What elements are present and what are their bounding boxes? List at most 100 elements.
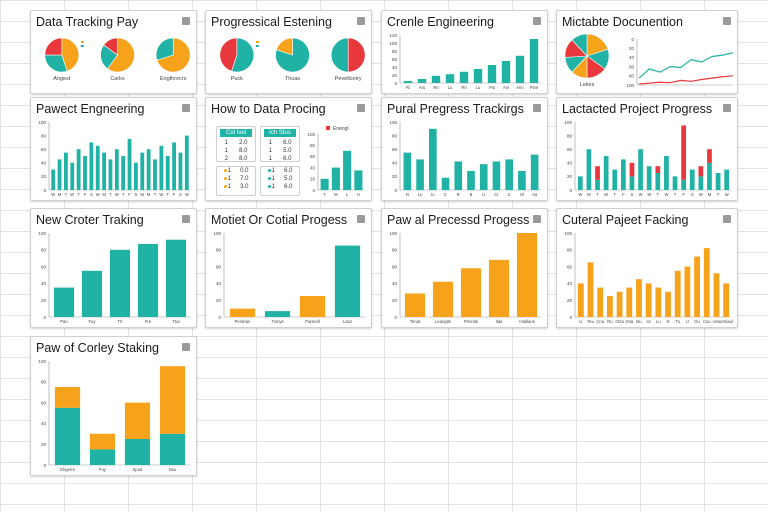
card-menu-icon[interactable]	[182, 343, 190, 351]
c7-bar[interactable]	[530, 154, 539, 190]
c6-bar[interactable]	[354, 170, 363, 190]
c7-bar[interactable]	[518, 170, 526, 190]
c2-slice[interactable]	[347, 37, 366, 73]
c7-bar[interactable]	[429, 128, 437, 190]
c11-bar[interactable]	[432, 281, 454, 317]
c9-bar[interactable]	[165, 239, 187, 317]
c1-slice[interactable]	[156, 37, 191, 73]
card-menu-icon[interactable]	[357, 104, 365, 112]
c11-bar[interactable]	[460, 268, 482, 317]
c1-slice[interactable]	[103, 37, 118, 56]
c9-bar[interactable]	[81, 270, 103, 317]
c5-bar[interactable]	[178, 152, 183, 190]
c1-slice[interactable]	[61, 37, 80, 72]
c9-bar[interactable]	[53, 287, 75, 317]
c1-slice[interactable]	[155, 37, 174, 61]
c5-bar[interactable]	[108, 159, 113, 190]
c5-bar[interactable]	[89, 142, 94, 190]
c5-bar[interactable]	[184, 135, 189, 190]
c5-bar[interactable]	[57, 159, 62, 190]
c5-bar[interactable]	[51, 169, 56, 190]
c5-bar[interactable]	[140, 152, 145, 190]
c8-bar-base[interactable]	[724, 169, 730, 190]
c12-bar[interactable]	[577, 283, 584, 317]
c3-bar[interactable]	[515, 55, 525, 83]
c12-bar[interactable]	[684, 266, 691, 317]
c7-bar[interactable]	[467, 170, 475, 190]
c5-bar[interactable]	[165, 156, 170, 190]
c2-slice[interactable]	[219, 37, 238, 72]
c5-bar[interactable]	[134, 162, 138, 190]
c9-bar[interactable]	[109, 249, 131, 317]
c12-bar[interactable]	[587, 262, 594, 317]
c2-slice[interactable]	[275, 37, 293, 56]
c12-bar[interactable]	[655, 287, 662, 317]
c5-bar[interactable]	[146, 149, 151, 190]
c12-bar[interactable]	[626, 287, 633, 317]
c5-bar[interactable]	[76, 149, 81, 190]
c8-bar-base[interactable]	[672, 176, 678, 190]
c1-slice[interactable]	[107, 37, 135, 73]
c3-bar[interactable]	[459, 71, 469, 83]
c5-bar[interactable]	[114, 149, 119, 190]
c13-bar-teal[interactable]	[159, 433, 186, 465]
card-menu-icon[interactable]	[182, 17, 190, 25]
c8-bar-base[interactable]	[664, 156, 669, 190]
c13-bar-orange[interactable]	[159, 366, 186, 434]
c8-bar-top[interactable]	[595, 166, 600, 180]
c5-bar[interactable]	[64, 152, 68, 190]
c7-bar[interactable]	[492, 161, 501, 190]
c9-bar[interactable]	[137, 243, 159, 317]
c7-bar[interactable]	[403, 152, 412, 190]
c10-bar[interactable]	[264, 311, 291, 317]
c3-bar[interactable]	[529, 39, 539, 83]
c13-bar-orange[interactable]	[54, 387, 81, 408]
c3-bar[interactable]	[403, 81, 413, 83]
c8-bar-top[interactable]	[698, 166, 704, 177]
c7-bar[interactable]	[454, 161, 463, 190]
card-menu-icon[interactable]	[533, 215, 541, 223]
c12-bar[interactable]	[694, 256, 700, 317]
c12-bar[interactable]	[645, 283, 652, 317]
c3-bar[interactable]	[487, 65, 497, 83]
c1-slice[interactable]	[44, 37, 63, 56]
card-menu-icon[interactable]	[533, 104, 541, 112]
c8-bar-base[interactable]	[715, 173, 721, 190]
c6-bar[interactable]	[320, 178, 329, 190]
c8-bar-top[interactable]	[681, 125, 687, 180]
c5-bar[interactable]	[102, 152, 106, 190]
c5-bar[interactable]	[153, 159, 157, 190]
c8-bar-base[interactable]	[603, 156, 609, 190]
c8-bar-base[interactable]	[646, 166, 652, 190]
c1-slice[interactable]	[44, 54, 68, 73]
c13-bar-teal[interactable]	[54, 407, 81, 465]
card-menu-icon[interactable]	[533, 17, 541, 25]
card-menu-icon[interactable]	[182, 104, 190, 112]
c2-slice[interactable]	[330, 37, 349, 73]
c10-bar[interactable]	[299, 296, 326, 317]
c8-bar-base[interactable]	[698, 176, 704, 190]
c6-bar[interactable]	[343, 150, 352, 190]
c8-bar-base[interactable]	[638, 149, 643, 190]
c8-bar-base[interactable]	[655, 173, 661, 190]
c7-bar[interactable]	[441, 177, 450, 190]
c11-bar[interactable]	[516, 233, 538, 317]
c11-bar[interactable]	[404, 293, 426, 317]
c8-bar-top[interactable]	[655, 166, 661, 173]
c7-bar[interactable]	[505, 159, 513, 190]
c8-bar-top[interactable]	[707, 149, 712, 163]
c3-bar[interactable]	[473, 69, 483, 83]
c3-bar[interactable]	[501, 61, 511, 83]
card-menu-icon[interactable]	[357, 17, 365, 25]
c12-bar[interactable]	[616, 291, 623, 317]
c3-bar[interactable]	[417, 79, 427, 83]
c4-line-red[interactable]	[638, 75, 734, 85]
c13-bar-teal[interactable]	[124, 439, 151, 465]
c13-bar-orange[interactable]	[89, 433, 116, 450]
card-menu-icon[interactable]	[357, 215, 365, 223]
c7-bar[interactable]	[416, 159, 424, 190]
c3-bar[interactable]	[445, 74, 455, 83]
c5-bar[interactable]	[159, 145, 164, 190]
c4-slice[interactable]	[571, 33, 588, 57]
c8-bar-base[interactable]	[612, 169, 618, 190]
